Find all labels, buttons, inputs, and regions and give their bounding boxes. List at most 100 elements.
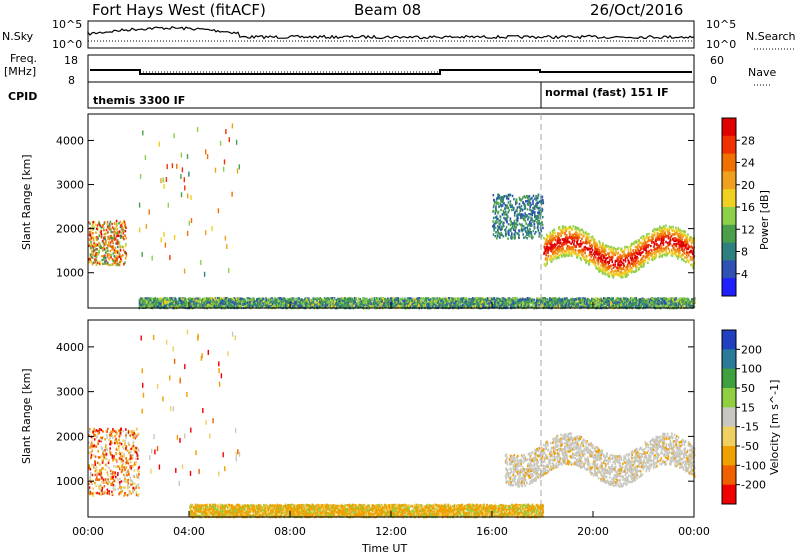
data-point xyxy=(103,245,105,247)
data-point xyxy=(110,235,112,237)
data-point xyxy=(117,241,119,243)
data-point xyxy=(121,245,123,247)
data-point xyxy=(110,256,112,258)
beam-title: Beam 08 xyxy=(354,1,421,19)
data-point xyxy=(116,255,118,257)
data-point xyxy=(342,297,344,299)
data-point xyxy=(102,250,104,252)
data-point xyxy=(327,304,329,306)
cpid-panel: CPID themis 3300 IF normal (fast) 151 IF xyxy=(8,82,694,108)
data-point xyxy=(119,256,121,258)
data-point xyxy=(679,298,681,300)
data-point xyxy=(110,245,112,247)
data-point xyxy=(118,252,120,254)
data-point xyxy=(90,256,92,258)
noise-panel: N.Sky 10^5 10^0 10^5 10^0 N.Search xyxy=(2,18,796,51)
data-point xyxy=(93,239,95,241)
data-point xyxy=(103,257,105,259)
data-point xyxy=(258,303,260,305)
cpid-label: CPID xyxy=(8,90,37,103)
data-point xyxy=(120,235,122,237)
data-point xyxy=(122,222,124,224)
data-point xyxy=(119,261,121,263)
data-point xyxy=(116,235,118,237)
noise-right-tick-top: 10^5 xyxy=(706,18,736,31)
data-point xyxy=(123,263,125,265)
data-point xyxy=(101,259,103,261)
power-marks xyxy=(88,123,696,309)
data-point xyxy=(117,262,119,264)
data-point xyxy=(399,305,401,307)
data-point xyxy=(400,303,402,305)
data-point xyxy=(108,241,110,243)
data-point xyxy=(509,302,511,304)
data-point xyxy=(119,241,121,243)
data-point xyxy=(221,300,223,302)
noise-left-tick-top: 10^5 xyxy=(52,18,82,31)
data-point xyxy=(98,250,100,252)
data-point xyxy=(120,249,122,251)
data-point xyxy=(98,252,100,254)
data-point xyxy=(101,236,103,238)
data-point xyxy=(103,227,105,229)
data-point xyxy=(111,231,113,233)
freq-label-2: [MHz] xyxy=(4,65,36,78)
data-point xyxy=(292,305,294,307)
data-point xyxy=(112,242,114,244)
data-point xyxy=(220,302,222,304)
data-point xyxy=(92,237,94,239)
data-point xyxy=(114,255,116,257)
data-point xyxy=(124,224,126,226)
data-point xyxy=(281,298,283,300)
data-point xyxy=(146,297,148,299)
data-point xyxy=(418,299,420,301)
data-point xyxy=(92,221,94,223)
cpid-mode-1: themis 3300 IF xyxy=(93,94,185,107)
data-point xyxy=(111,254,113,256)
data-point xyxy=(559,297,561,299)
data-point xyxy=(105,252,107,254)
data-point xyxy=(470,303,472,305)
noise-right-label: N.Search xyxy=(746,30,796,43)
data-point xyxy=(484,302,486,304)
data-point xyxy=(112,237,114,239)
data-point xyxy=(111,228,113,230)
data-point xyxy=(676,297,678,299)
cpid-mode-2: normal (fast) 151 IF xyxy=(545,86,669,99)
data-point xyxy=(591,305,593,307)
data-point xyxy=(643,305,645,307)
data-point xyxy=(460,301,462,303)
data-point xyxy=(90,243,92,245)
data-point xyxy=(120,225,122,227)
data-point xyxy=(107,250,109,252)
data-point xyxy=(90,247,92,249)
data-point xyxy=(126,253,128,255)
data-point xyxy=(93,242,95,244)
data-point xyxy=(118,222,120,224)
data-point xyxy=(100,246,102,248)
data-point xyxy=(110,250,112,252)
data-point xyxy=(366,297,368,299)
data-point xyxy=(102,240,104,242)
data-point xyxy=(674,302,676,304)
data-point xyxy=(344,302,346,304)
data-point xyxy=(477,297,479,299)
data-point xyxy=(240,297,242,299)
data-point xyxy=(124,221,126,223)
freq-tick-top: 18 xyxy=(64,54,78,67)
data-point xyxy=(486,300,488,302)
data-point xyxy=(114,238,116,240)
data-point xyxy=(107,221,109,223)
freq-trace xyxy=(90,70,692,74)
data-point xyxy=(559,302,561,304)
data-point xyxy=(677,301,679,303)
data-point xyxy=(119,264,121,266)
data-point xyxy=(212,303,214,305)
freq-tick-bottom: 8 xyxy=(68,74,75,87)
data-point xyxy=(112,247,114,249)
data-point xyxy=(99,243,101,245)
data-point xyxy=(120,231,122,233)
data-point xyxy=(95,236,97,238)
data-point xyxy=(92,225,94,227)
